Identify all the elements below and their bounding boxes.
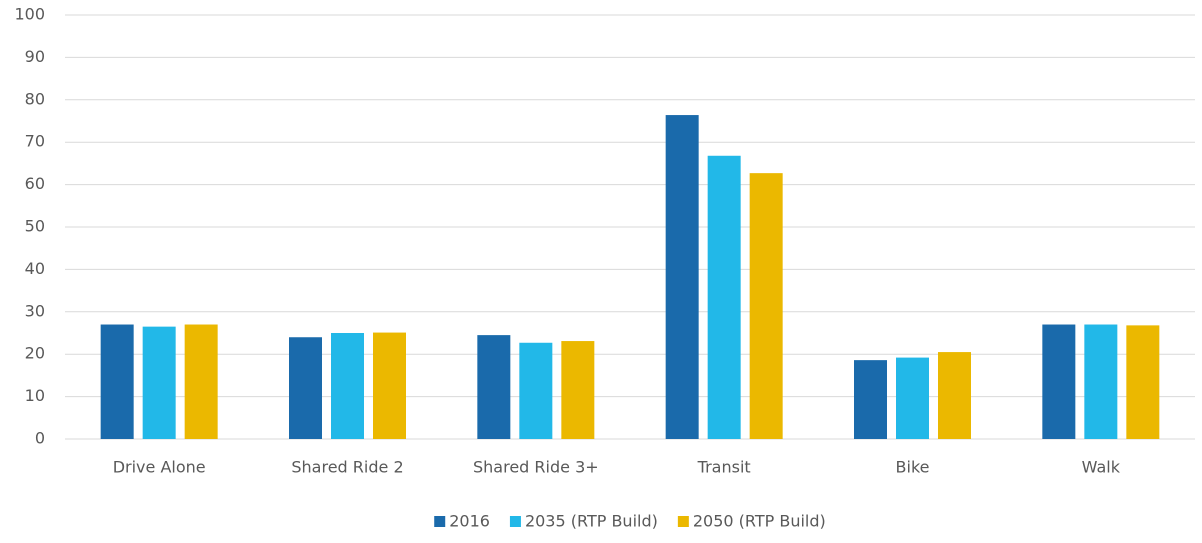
y-tick-label: 100 — [14, 5, 45, 24]
y-tick-label: 40 — [25, 259, 45, 278]
bar — [665, 115, 699, 440]
x-tick-label: Shared Ride 2 — [291, 458, 403, 477]
y-tick-label: 90 — [25, 47, 45, 66]
legend-label: 2035 (RTP Build) — [525, 512, 658, 531]
bar — [519, 342, 553, 439]
y-tick-label: 60 — [25, 174, 45, 193]
bar — [331, 333, 364, 439]
x-tick-label: Walk — [1082, 458, 1121, 477]
bar — [1042, 324, 1076, 439]
y-tick-label: 80 — [25, 89, 45, 108]
bar — [896, 357, 929, 439]
y-tick-label: 70 — [25, 132, 45, 151]
bar — [477, 335, 511, 439]
bar — [707, 155, 741, 439]
x-tick-label: Drive Alone — [113, 458, 206, 477]
bar — [289, 337, 322, 439]
bar — [100, 324, 134, 439]
x-tick-label: Shared Ride 3+ — [473, 458, 599, 477]
legend-swatch — [509, 516, 521, 527]
y-tick-label: 0 — [35, 429, 45, 448]
bar — [142, 326, 176, 439]
bar — [854, 360, 887, 439]
legend-swatch — [434, 516, 446, 527]
bar — [373, 332, 406, 439]
legend-swatch — [677, 516, 689, 527]
bar — [1084, 324, 1118, 439]
bar — [561, 341, 595, 439]
y-tick-label: 10 — [25, 386, 45, 405]
x-tick-label: Transit — [697, 458, 751, 477]
y-tick-label: 50 — [25, 217, 45, 236]
legend-label: 2016 — [449, 512, 490, 531]
bar — [938, 352, 971, 439]
bar — [1126, 325, 1160, 439]
bar — [184, 324, 218, 439]
legend-label: 2050 (RTP Build) — [693, 512, 826, 531]
y-tick-label: 30 — [25, 301, 45, 320]
x-tick-label: Bike — [896, 458, 930, 477]
y-tick-label: 20 — [25, 344, 45, 363]
bar — [749, 173, 783, 440]
